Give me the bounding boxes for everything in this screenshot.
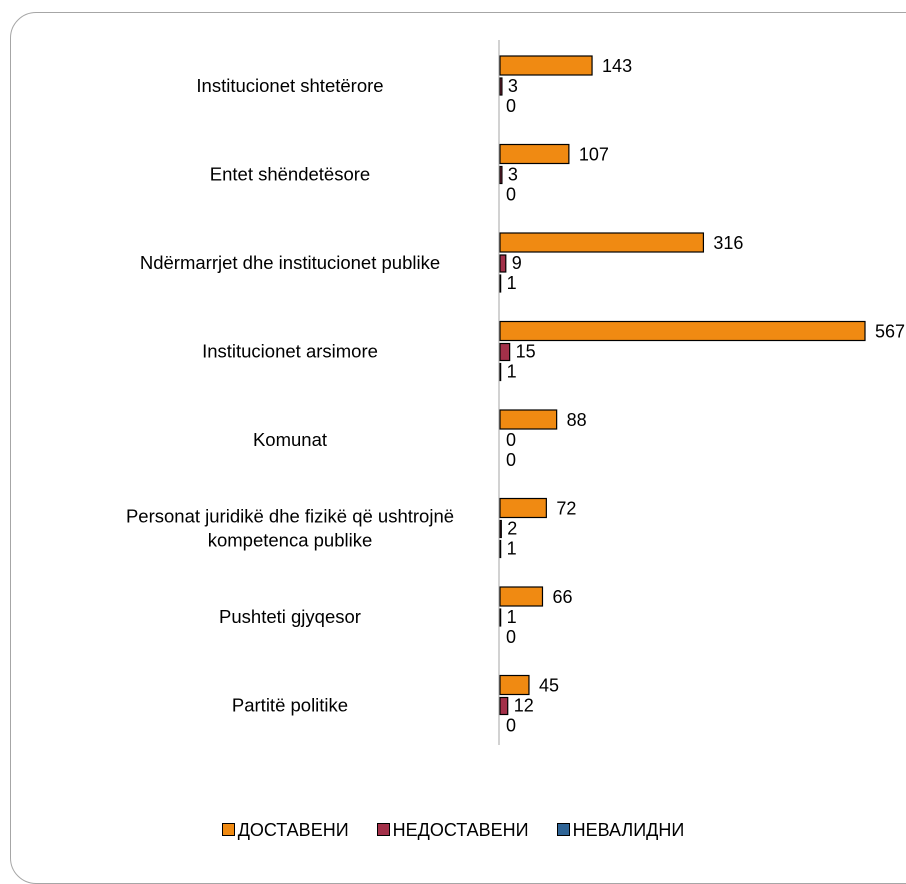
value-label: 1 [507,539,517,559]
value-label: 567 [875,322,905,342]
legend-label: ДОСТАВЕНИ [237,820,349,840]
value-label: 12 [514,696,534,716]
value-label: 1 [507,607,517,627]
bar-delivered [499,320,866,342]
bar-delivered [499,674,530,696]
value-label: 0 [506,627,516,647]
bar-undelivered [499,165,503,185]
legend-swatch [556,823,570,836]
category-labels: Institucionet shtetërore Entet shëndetëso… [126,75,454,716]
value-label: 143 [602,56,632,76]
bar-invalid [499,362,502,382]
value-label: 316 [713,233,743,253]
value-label: 9 [512,253,522,273]
category-label: Institucionet arsimore [202,341,378,362]
category-label: Komunat [253,429,327,450]
bar-delivered [499,409,558,430]
value-label: 0 [506,716,516,736]
category-label: Pushteti gjyqesor [219,606,361,627]
value-label: 0 [506,185,516,205]
bar-invalid [499,539,502,559]
value-label: 66 [552,587,572,607]
value-label: 1 [507,362,517,382]
value-label: 72 [556,499,576,519]
legend-swatch [376,823,390,836]
value-label: 45 [539,676,559,696]
bar-chart: Institucionet shtetërore Entet shëndetëso… [126,40,905,745]
bar-delivered [499,586,544,607]
category-label: Partitë politike [232,695,348,716]
legend-item: ДОСТАВЕНИ [221,820,349,841]
bar-invalid [499,274,502,293]
value-label: 0 [506,430,516,450]
bar-delivered [499,232,705,253]
value-label: 2 [507,519,517,539]
legend-item: НЕВАЛИДНИ [556,820,685,841]
bar-undelivered [499,696,509,716]
value-label: 0 [506,450,516,470]
value-label: 0 [506,96,516,116]
value-label: 15 [516,342,536,362]
category-label: Ndërmarrjet dhe institucionet publike [140,252,440,273]
bar-undelivered [499,608,502,627]
legend-item: НЕДОСТАВЕНИ [376,820,529,841]
value-label: 107 [579,145,609,165]
legend-label: НЕДОСТАВЕНИ [392,820,529,840]
bar-undelivered [499,519,502,539]
bar-delivered [499,497,547,519]
value-label: 88 [567,410,587,430]
value-label: 3 [508,165,518,185]
legend: ДОСТАВЕНИ НЕДОСТАВЕНИ НЕВАЛИДНИ [0,820,906,841]
value-label: 1 [507,273,517,293]
bar-undelivered [499,342,511,362]
category-label: Personat juridikë dhe fizikë që ushtrojn… [126,506,454,551]
legend-label: НЕВАЛИДНИ [572,820,685,840]
bar-undelivered [499,77,503,96]
category-label: Institucionet shtetërore [196,75,383,96]
bars [499,55,866,716]
bar-delivered [499,55,593,76]
bar-undelivered [499,254,507,273]
bar-delivered [499,143,570,165]
legend-swatch [221,823,235,836]
category-label: Entet shëndetësore [210,164,370,185]
chart-frame [10,12,906,884]
value-label: 3 [508,76,518,96]
